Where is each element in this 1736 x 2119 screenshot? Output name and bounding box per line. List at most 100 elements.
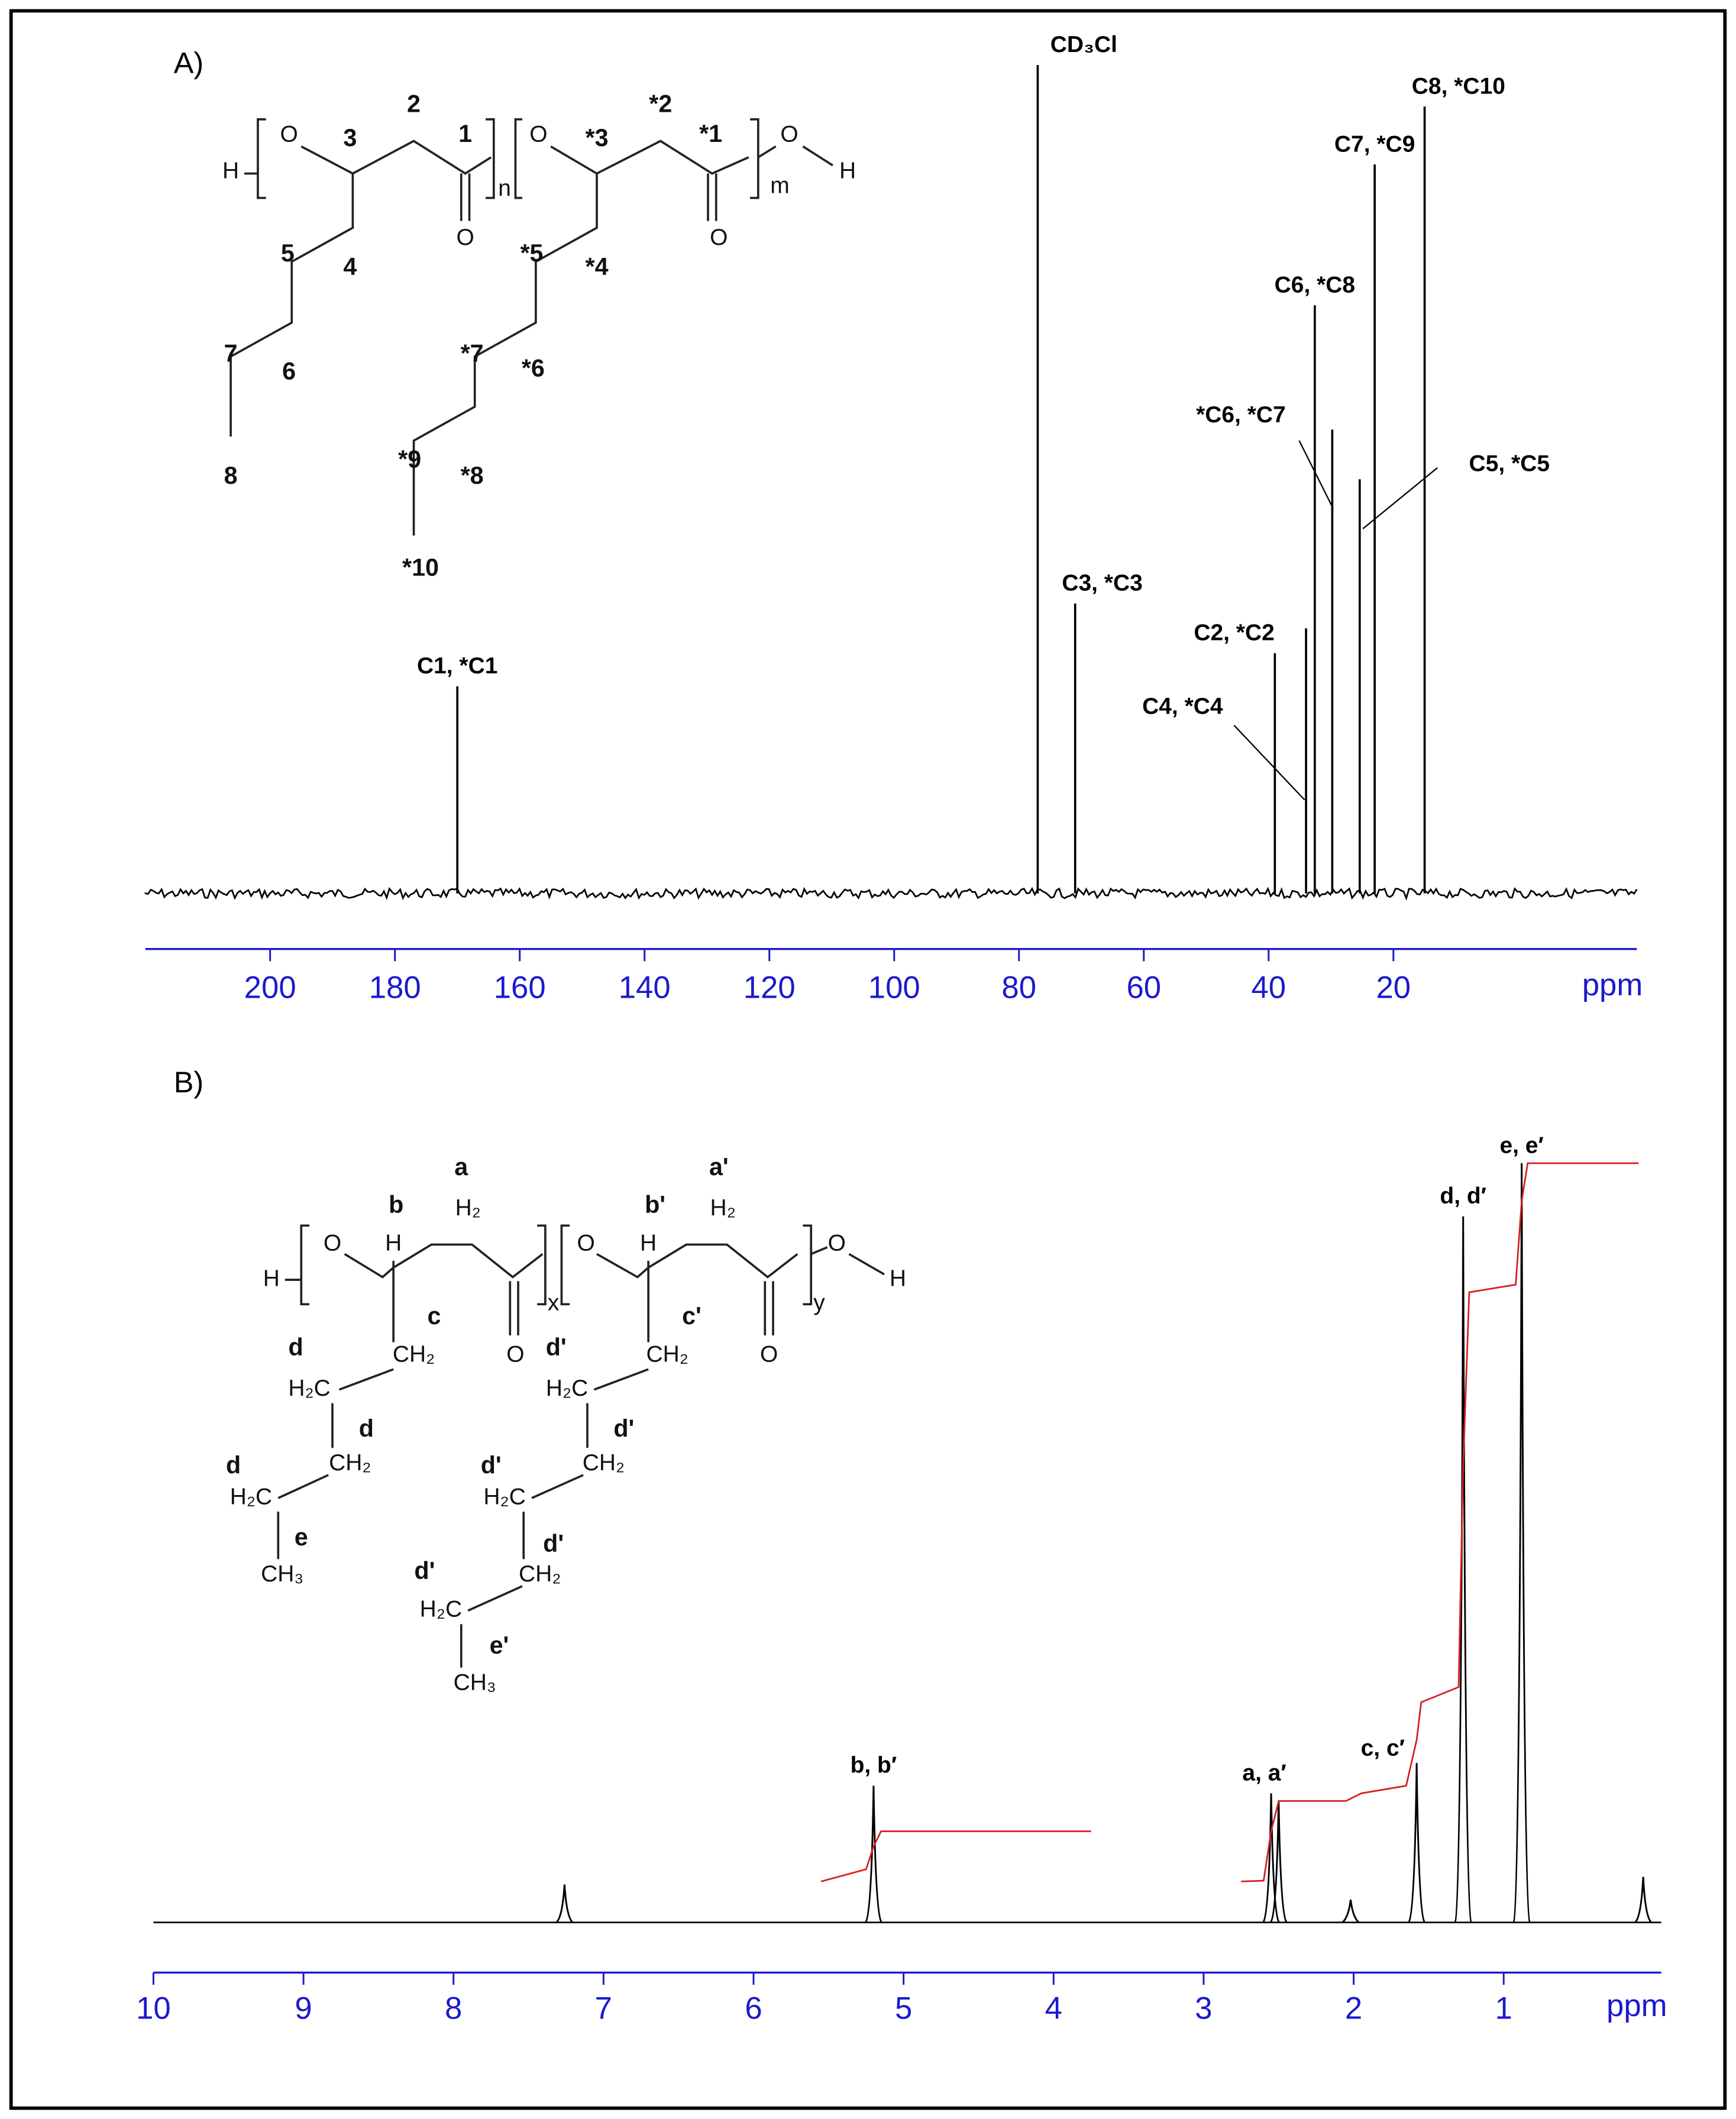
structure-label: n <box>498 176 511 201</box>
structure-label: *10 <box>402 554 439 581</box>
structure-label: O <box>828 1231 846 1256</box>
structure-label: H <box>640 1231 657 1256</box>
structure-label: H <box>385 1231 402 1256</box>
structure-label: H₂ <box>455 1195 481 1221</box>
structure-label: O <box>324 1231 341 1256</box>
peak-label: C6, *C8 <box>1275 272 1355 297</box>
structure-label: y <box>813 1290 825 1316</box>
structure-label: CH₂ <box>329 1450 371 1476</box>
x-tick-label: 4 <box>1045 1991 1062 2026</box>
structure-label: d <box>289 1334 303 1361</box>
structure-label: c' <box>682 1302 701 1329</box>
peak-label: C4, *C4 <box>1142 694 1223 719</box>
structure-label: H₂C <box>483 1484 525 1509</box>
peak <box>864 1785 882 1923</box>
peak <box>1262 1793 1281 1923</box>
structure-label: x <box>548 1290 560 1316</box>
structure-label: CH₃ <box>261 1561 303 1587</box>
structure-label: d' <box>481 1451 502 1479</box>
leader-line <box>1298 440 1334 509</box>
structure-label: a <box>454 1153 468 1180</box>
structure-label: O <box>760 1342 778 1367</box>
panel-title: B) <box>174 1065 203 1099</box>
structure-label: 7 <box>224 340 238 367</box>
structure-label: m <box>770 173 789 199</box>
structure-label: c <box>427 1302 441 1329</box>
peak-label: e, e′ <box>1499 1133 1543 1159</box>
x-tick-label: 20 <box>1376 970 1411 1005</box>
peak <box>1408 1762 1426 1923</box>
structure-label: CH₂ <box>519 1561 561 1587</box>
structure-label: d' <box>543 1530 564 1557</box>
peak-label: C3, *C3 <box>1062 571 1142 596</box>
structure-label: d <box>359 1415 374 1442</box>
x-tick-label: 7 <box>595 1991 612 2026</box>
structure-label: O <box>280 122 298 147</box>
structure-label: e <box>295 1523 308 1551</box>
leader-line <box>1362 467 1438 529</box>
x-tick-label: 6 <box>745 1991 762 2026</box>
peak <box>1512 1163 1531 1923</box>
leader-line <box>1233 724 1305 801</box>
x-tick-label: 10 <box>136 1991 171 2026</box>
structure-label: d' <box>546 1334 567 1361</box>
peak <box>1341 1899 1360 1923</box>
structure-label: 1 <box>458 120 472 147</box>
x-tick-label: 60 <box>1126 970 1161 1005</box>
structure-label: H <box>839 158 856 183</box>
baseline <box>144 887 1638 901</box>
structure-label: *4 <box>586 253 609 280</box>
peak-label: C2, *C2 <box>1194 620 1274 646</box>
peak-label: C8, *C10 <box>1412 73 1505 99</box>
frame <box>9 9 1727 2110</box>
structure-label: O <box>457 225 474 250</box>
structure-label: d' <box>414 1557 435 1584</box>
peak-label: C1, *C1 <box>417 654 497 679</box>
x-tick-label: 200 <box>244 970 296 1005</box>
peak-label: d, d′ <box>1440 1183 1486 1209</box>
structure-label: *1 <box>699 120 722 147</box>
structure-label: H₂C <box>420 1597 462 1622</box>
x-tick-label: 80 <box>1001 970 1036 1005</box>
structure-label: H₂C <box>230 1484 272 1509</box>
structure-label: e' <box>490 1632 509 1659</box>
panel-title: A) <box>174 46 203 79</box>
peaks <box>555 1163 1653 1923</box>
x-tick-label: 1 <box>1495 1991 1512 2026</box>
x-tick-label: 160 <box>494 970 546 1005</box>
structure-label: H <box>222 158 239 183</box>
peak-label: c, c′ <box>1361 1735 1405 1761</box>
structure-label: d' <box>613 1415 634 1442</box>
peak-label: *C6, *C7 <box>1196 402 1286 428</box>
x-tick-label: 5 <box>895 1991 912 2026</box>
peak-label: a, a′ <box>1242 1761 1286 1786</box>
peak-label: CD₃Cl <box>1050 32 1117 57</box>
peak-label: b, b′ <box>851 1753 897 1778</box>
x-tick-label: 2 <box>1345 1991 1362 2026</box>
x-tick-label: 100 <box>868 970 920 1005</box>
structure-label: CH₂ <box>646 1342 688 1367</box>
structure-label: O <box>529 122 547 147</box>
x-tick-label: 3 <box>1195 1991 1212 2026</box>
structure-label: *9 <box>398 445 421 473</box>
x-tick-label: 120 <box>743 970 796 1005</box>
structure-label: CH₂ <box>583 1450 625 1476</box>
structure-label: H₂ <box>710 1195 736 1221</box>
peak <box>1454 1216 1472 1923</box>
structure-label: b' <box>645 1191 665 1218</box>
structure-label: 8 <box>224 462 238 489</box>
peaks <box>456 65 1426 894</box>
structure-a-bonds <box>229 118 833 536</box>
x-axis-label: ppm <box>1582 968 1643 1002</box>
integral-curve <box>820 1162 1639 1882</box>
structure-label: *8 <box>461 462 484 489</box>
x-axis-label: ppm <box>1606 1988 1667 2023</box>
peak <box>1634 1877 1653 1923</box>
peak-label: C7, *C9 <box>1334 131 1415 157</box>
structure-label: 5 <box>281 240 295 267</box>
structure-label: 2 <box>407 90 421 118</box>
peak <box>555 1884 574 1923</box>
structure-label: CH₂ <box>393 1342 435 1367</box>
x-tick-label: 180 <box>369 970 421 1005</box>
